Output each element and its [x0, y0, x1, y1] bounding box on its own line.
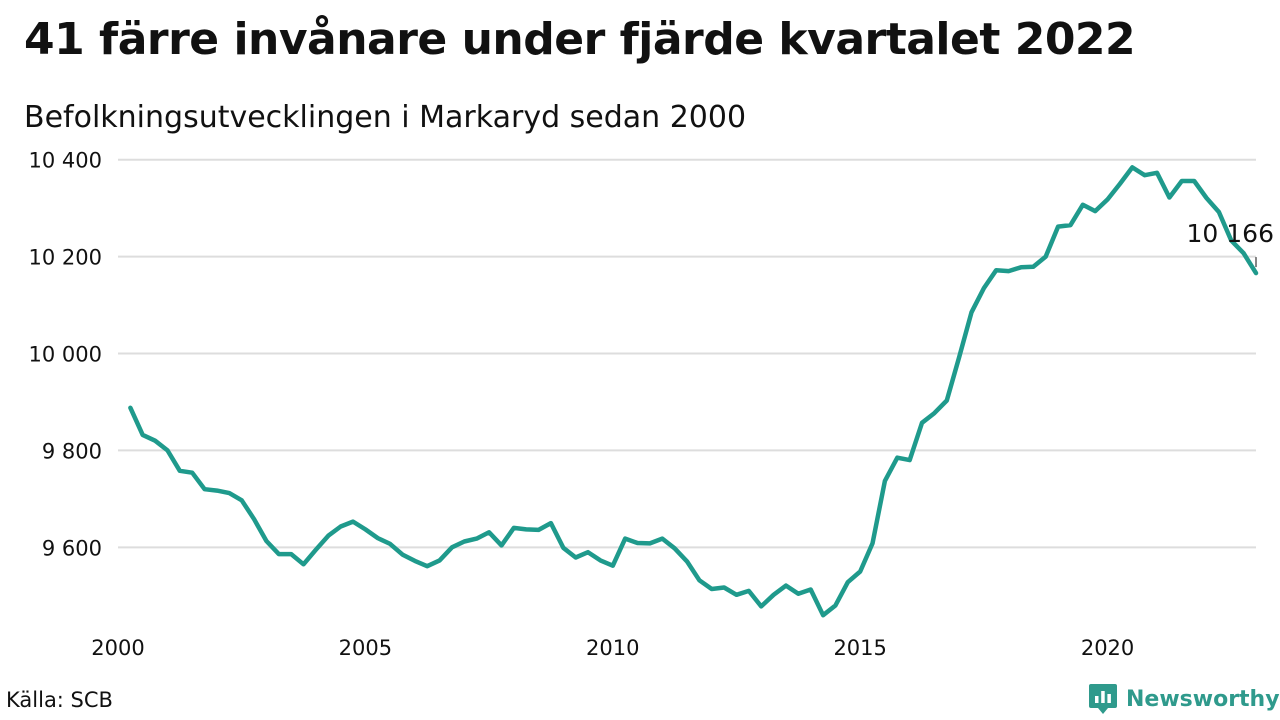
x-tick-label: 2005 [339, 636, 392, 660]
y-tick-label: 9 800 [42, 439, 102, 463]
x-tick-label: 2020 [1081, 636, 1134, 660]
y-tick-label: 10 200 [29, 246, 102, 270]
brand-name: Newsworthy [1126, 686, 1280, 712]
y-axis-tick-labels: 9 600 9 800 10 000 10 200 10 400 [29, 149, 102, 561]
newsworthy-logo-icon [1089, 684, 1117, 714]
source-label: Källa: SCB [6, 688, 113, 712]
grid-lines [118, 158, 1256, 549]
x-tick-label: 2010 [586, 636, 639, 660]
y-tick-label: 10 400 [29, 149, 102, 173]
chart-title: 41 färre invånare under fjärde kvartalet… [24, 14, 1136, 65]
brand-logo: Newsworthy [1088, 682, 1280, 716]
series-line [128, 165, 1259, 618]
series-layer [128, 165, 1259, 618]
chart-subtitle: Befolkningsutvecklingen i Markaryd sedan… [24, 100, 747, 135]
annotation-layer: 10 166 [1187, 219, 1274, 268]
x-axis-tick-labels: 2000 2005 2010 2015 2020 [91, 636, 1134, 660]
annotation-label: 10 166 [1187, 219, 1274, 248]
y-tick-label: 10 000 [29, 343, 102, 367]
x-tick-label: 2015 [833, 636, 886, 660]
y-tick-label: 9 600 [42, 536, 102, 560]
x-tick-label: 2000 [91, 636, 144, 660]
